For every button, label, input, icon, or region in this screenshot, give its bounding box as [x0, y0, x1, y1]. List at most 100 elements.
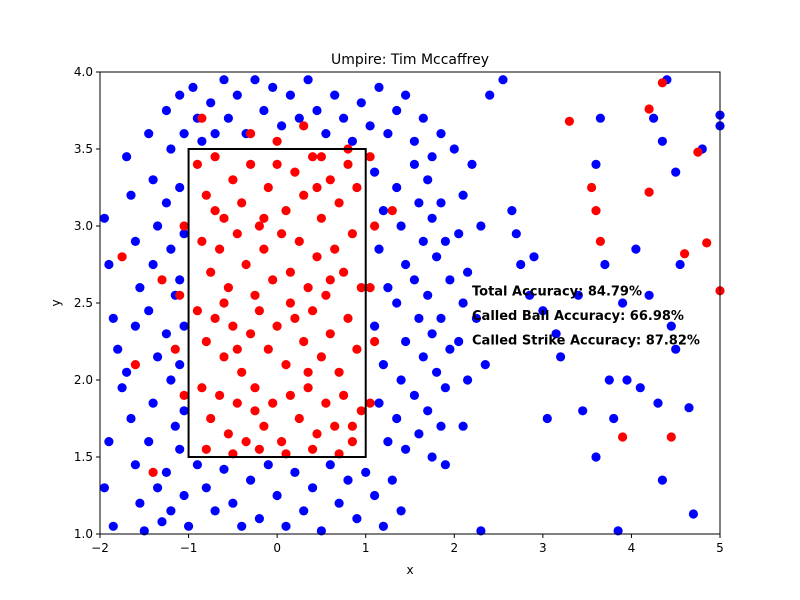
- point-s1-73: [339, 390, 349, 400]
- point-s0-123: [409, 275, 419, 285]
- point-s0-76: [409, 136, 419, 146]
- point-s0-107: [383, 283, 393, 293]
- point-s1-55: [343, 313, 353, 323]
- point-s1-4: [228, 175, 238, 185]
- point-s1-87: [370, 221, 380, 231]
- x-tick-label-6: 4: [628, 541, 636, 555]
- point-s0-102: [387, 475, 397, 485]
- point-s0-7: [108, 521, 118, 531]
- point-s1-116: [618, 432, 628, 442]
- point-s0-115: [392, 298, 402, 308]
- point-s0-83: [219, 464, 229, 474]
- point-s1-86: [365, 152, 375, 162]
- point-s0-121: [414, 198, 424, 208]
- point-s0-9: [126, 190, 136, 200]
- x-tick-label-5: 3: [539, 541, 547, 555]
- point-s0-128: [423, 175, 433, 185]
- point-s0-64: [303, 75, 313, 85]
- point-s0-99: [361, 467, 371, 477]
- x-tick-label-2: 0: [273, 541, 281, 555]
- x-tick-label-3: 1: [362, 541, 370, 555]
- point-s0-177: [618, 298, 628, 308]
- point-s0-143: [440, 460, 450, 470]
- point-s1-122: [693, 147, 703, 157]
- point-s0-35: [170, 421, 180, 431]
- point-s0-74: [392, 105, 402, 116]
- point-s1-91: [157, 275, 167, 285]
- point-s1-1: [201, 190, 211, 200]
- point-s1-85: [179, 390, 189, 400]
- point-s1-66: [277, 437, 287, 447]
- point-s0-15: [130, 460, 140, 470]
- point-s0-172: [591, 159, 601, 169]
- point-s1-99: [197, 113, 207, 123]
- point-s1-61: [232, 398, 242, 408]
- point-s0-75: [401, 90, 411, 100]
- point-s0-189: [684, 403, 694, 413]
- point-s1-104: [250, 406, 260, 416]
- point-s0-5: [104, 437, 114, 447]
- point-s1-103: [303, 367, 313, 377]
- point-s0-110: [374, 398, 384, 408]
- point-s1-120: [666, 432, 676, 442]
- point-s0-72: [374, 82, 384, 92]
- point-s0-124: [414, 313, 424, 323]
- point-s1-69: [303, 383, 313, 393]
- point-s0-61: [277, 121, 287, 131]
- point-s0-88: [263, 460, 273, 470]
- point-s1-112: [564, 116, 575, 126]
- point-s0-194: [657, 136, 668, 146]
- point-s0-144: [449, 144, 459, 154]
- point-s1-74: [347, 437, 357, 447]
- point-s1-63: [250, 383, 260, 393]
- point-s1-3: [219, 213, 229, 223]
- point-s0-147: [463, 267, 473, 277]
- point-s0-77: [418, 113, 428, 123]
- point-s0-137: [440, 236, 450, 246]
- point-s0-54: [219, 75, 229, 85]
- point-s0-114: [401, 259, 411, 270]
- point-s1-105: [325, 275, 335, 285]
- point-s0-159: [507, 206, 517, 216]
- point-s0-157: [485, 90, 495, 100]
- x-tick-label-7: 5: [716, 541, 724, 555]
- point-s0-11: [135, 283, 145, 293]
- point-s1-39: [201, 336, 211, 347]
- point-s0-195: [671, 167, 681, 177]
- point-s0-97: [343, 475, 353, 485]
- point-s1-114: [591, 206, 601, 216]
- y-tick-label-4: 3.0: [74, 219, 93, 233]
- y-axis-label: y: [49, 299, 63, 306]
- point-s0-151: [458, 421, 468, 431]
- point-s0-118: [392, 413, 402, 424]
- point-s1-58: [206, 413, 216, 424]
- point-s0-113: [396, 221, 406, 231]
- point-s0-130: [432, 252, 442, 262]
- point-s1-30: [294, 236, 304, 246]
- point-s1-34: [330, 244, 340, 254]
- point-s0-167: [556, 352, 566, 362]
- y-axis: 1.0 1.5 2.0 2.5 3.0 3.5 4.0: [74, 65, 100, 541]
- point-s0-12: [130, 321, 140, 331]
- point-s0-39: [179, 129, 189, 139]
- point-s1-75: [356, 406, 366, 416]
- point-s1-21: [215, 244, 225, 254]
- point-s0-156: [476, 526, 486, 536]
- point-s0-84: [228, 498, 238, 508]
- point-s0-183: [653, 398, 663, 408]
- point-s0-28: [161, 105, 171, 116]
- point-s0-58: [250, 75, 260, 85]
- point-s0-174: [604, 375, 614, 385]
- point-s1-35: [339, 267, 349, 277]
- point-s0-16: [135, 498, 145, 508]
- point-s0-139: [436, 313, 446, 323]
- point-s0-158: [498, 75, 508, 85]
- point-s0-101: [378, 521, 388, 531]
- point-s0-120: [409, 159, 419, 169]
- point-s0-14: [126, 413, 136, 424]
- point-s0-112: [392, 182, 402, 193]
- point-s1-17: [343, 159, 353, 169]
- point-s1-89: [370, 336, 380, 347]
- point-s1-42: [228, 321, 238, 331]
- point-s1-62: [241, 437, 251, 447]
